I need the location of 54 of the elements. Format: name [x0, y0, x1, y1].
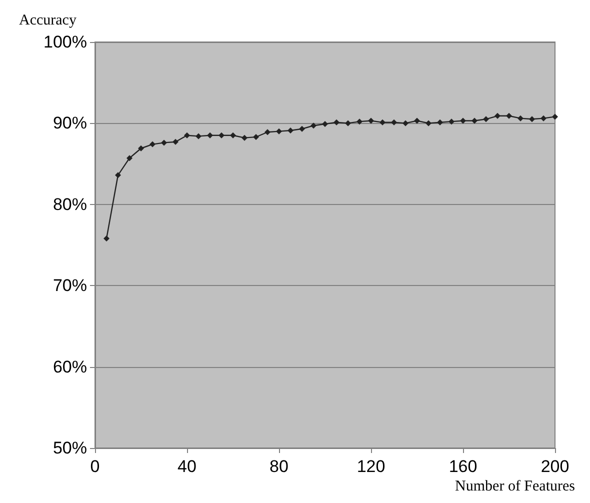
- x-tick-label: 80: [270, 457, 288, 476]
- point: [426, 120, 432, 126]
- point: [391, 119, 397, 126]
- point: [448, 118, 454, 125]
- point: [115, 172, 121, 178]
- point: [242, 134, 248, 141]
- point: [414, 118, 420, 124]
- point: [472, 118, 478, 124]
- y-axis-title: Accuracy: [19, 12, 77, 28]
- point: [356, 118, 362, 125]
- y-tick-label: 80%: [52, 194, 87, 214]
- point: [368, 118, 374, 124]
- point: [540, 115, 546, 122]
- point: [483, 116, 489, 122]
- point: [138, 145, 144, 152]
- point: [552, 114, 558, 120]
- point: [518, 115, 524, 122]
- y-tick-label: 70%: [52, 276, 87, 296]
- point: [380, 119, 386, 126]
- point: [345, 120, 351, 126]
- x-tick-label: 120: [356, 457, 386, 476]
- point: [402, 120, 408, 126]
- x-tick-label: 0: [90, 457, 100, 476]
- point: [288, 128, 294, 134]
- point: [276, 128, 282, 134]
- y-tick-label: 50%: [52, 438, 87, 458]
- point: [460, 118, 466, 124]
- point: [207, 132, 213, 138]
- x-tick-label: 200: [540, 457, 570, 476]
- x-tick-label: 160: [448, 457, 478, 476]
- point: [196, 133, 202, 140]
- point: [310, 122, 316, 129]
- point: [437, 119, 443, 126]
- y-tick-label: 90%: [52, 114, 87, 133]
- point: [161, 140, 167, 146]
- y-tick-label: 60%: [52, 357, 87, 376]
- point: [104, 236, 110, 242]
- point: [264, 129, 270, 136]
- x-axis-title: Number of Features: [455, 478, 576, 494]
- point: [230, 132, 236, 138]
- y-tick-label: 100%: [44, 32, 87, 52]
- point: [334, 119, 340, 126]
- point: [150, 141, 156, 148]
- point: [322, 121, 328, 128]
- point: [299, 126, 305, 132]
- point: [126, 155, 132, 162]
- point: [172, 138, 178, 145]
- point: [529, 116, 535, 122]
- point: [218, 132, 224, 138]
- point: [253, 134, 259, 140]
- point: [494, 112, 500, 119]
- x-tick-label: 40: [178, 457, 196, 476]
- point: [184, 132, 190, 138]
- point: [506, 112, 512, 119]
